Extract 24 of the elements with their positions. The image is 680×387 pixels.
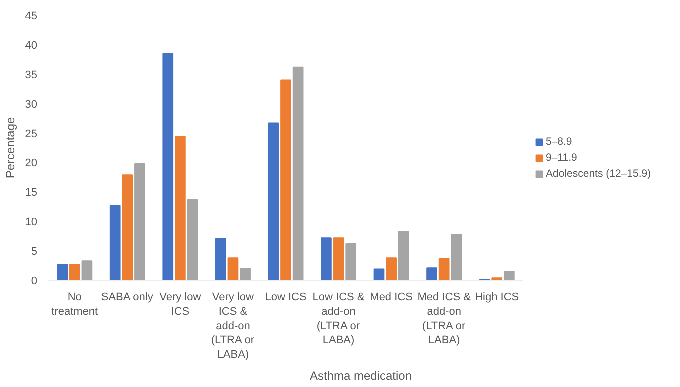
y-tick-label: 20 — [25, 158, 38, 170]
y-tick-label: 10 — [25, 216, 38, 229]
x-tick-label: Med ICS — [370, 292, 413, 304]
x-tick-label: Low ICS & add-on (LTRA or LABA) — [312, 292, 366, 347]
y-tick-label: 40 — [25, 40, 38, 52]
x-tick-label: High ICS — [475, 292, 520, 304]
y-tick-label: 45 — [25, 10, 38, 22]
x-tick-label: Med ICS & add-on (LTRA or LABA) — [418, 292, 472, 347]
legend-label: 9–11.9 — [546, 152, 578, 164]
legend-label: Adolescents (12–15.9) — [546, 168, 652, 180]
y-tick-label: 30 — [25, 98, 38, 111]
legend-label: 5–8.9 — [546, 136, 572, 148]
y-axis-title: Percentage — [3, 116, 18, 179]
x-tick-label: Very low ICS — [160, 292, 202, 318]
x-tick-label: Very low ICS & add-on (LTRA or LABA) — [211, 292, 255, 362]
y-tick-label: 35 — [25, 69, 38, 82]
x-tick-label: Low ICS — [265, 292, 307, 304]
y-tick-label: 15 — [25, 187, 38, 200]
y-tick-label: 25 — [25, 128, 38, 140]
x-axis-title: Asthma medication — [310, 369, 412, 384]
y-tick-label: 5 — [31, 246, 38, 258]
x-tick-label: No treatment — [52, 292, 98, 318]
x-tick-label: SABA only — [101, 292, 154, 304]
y-tick-label: 0 — [31, 276, 38, 288]
